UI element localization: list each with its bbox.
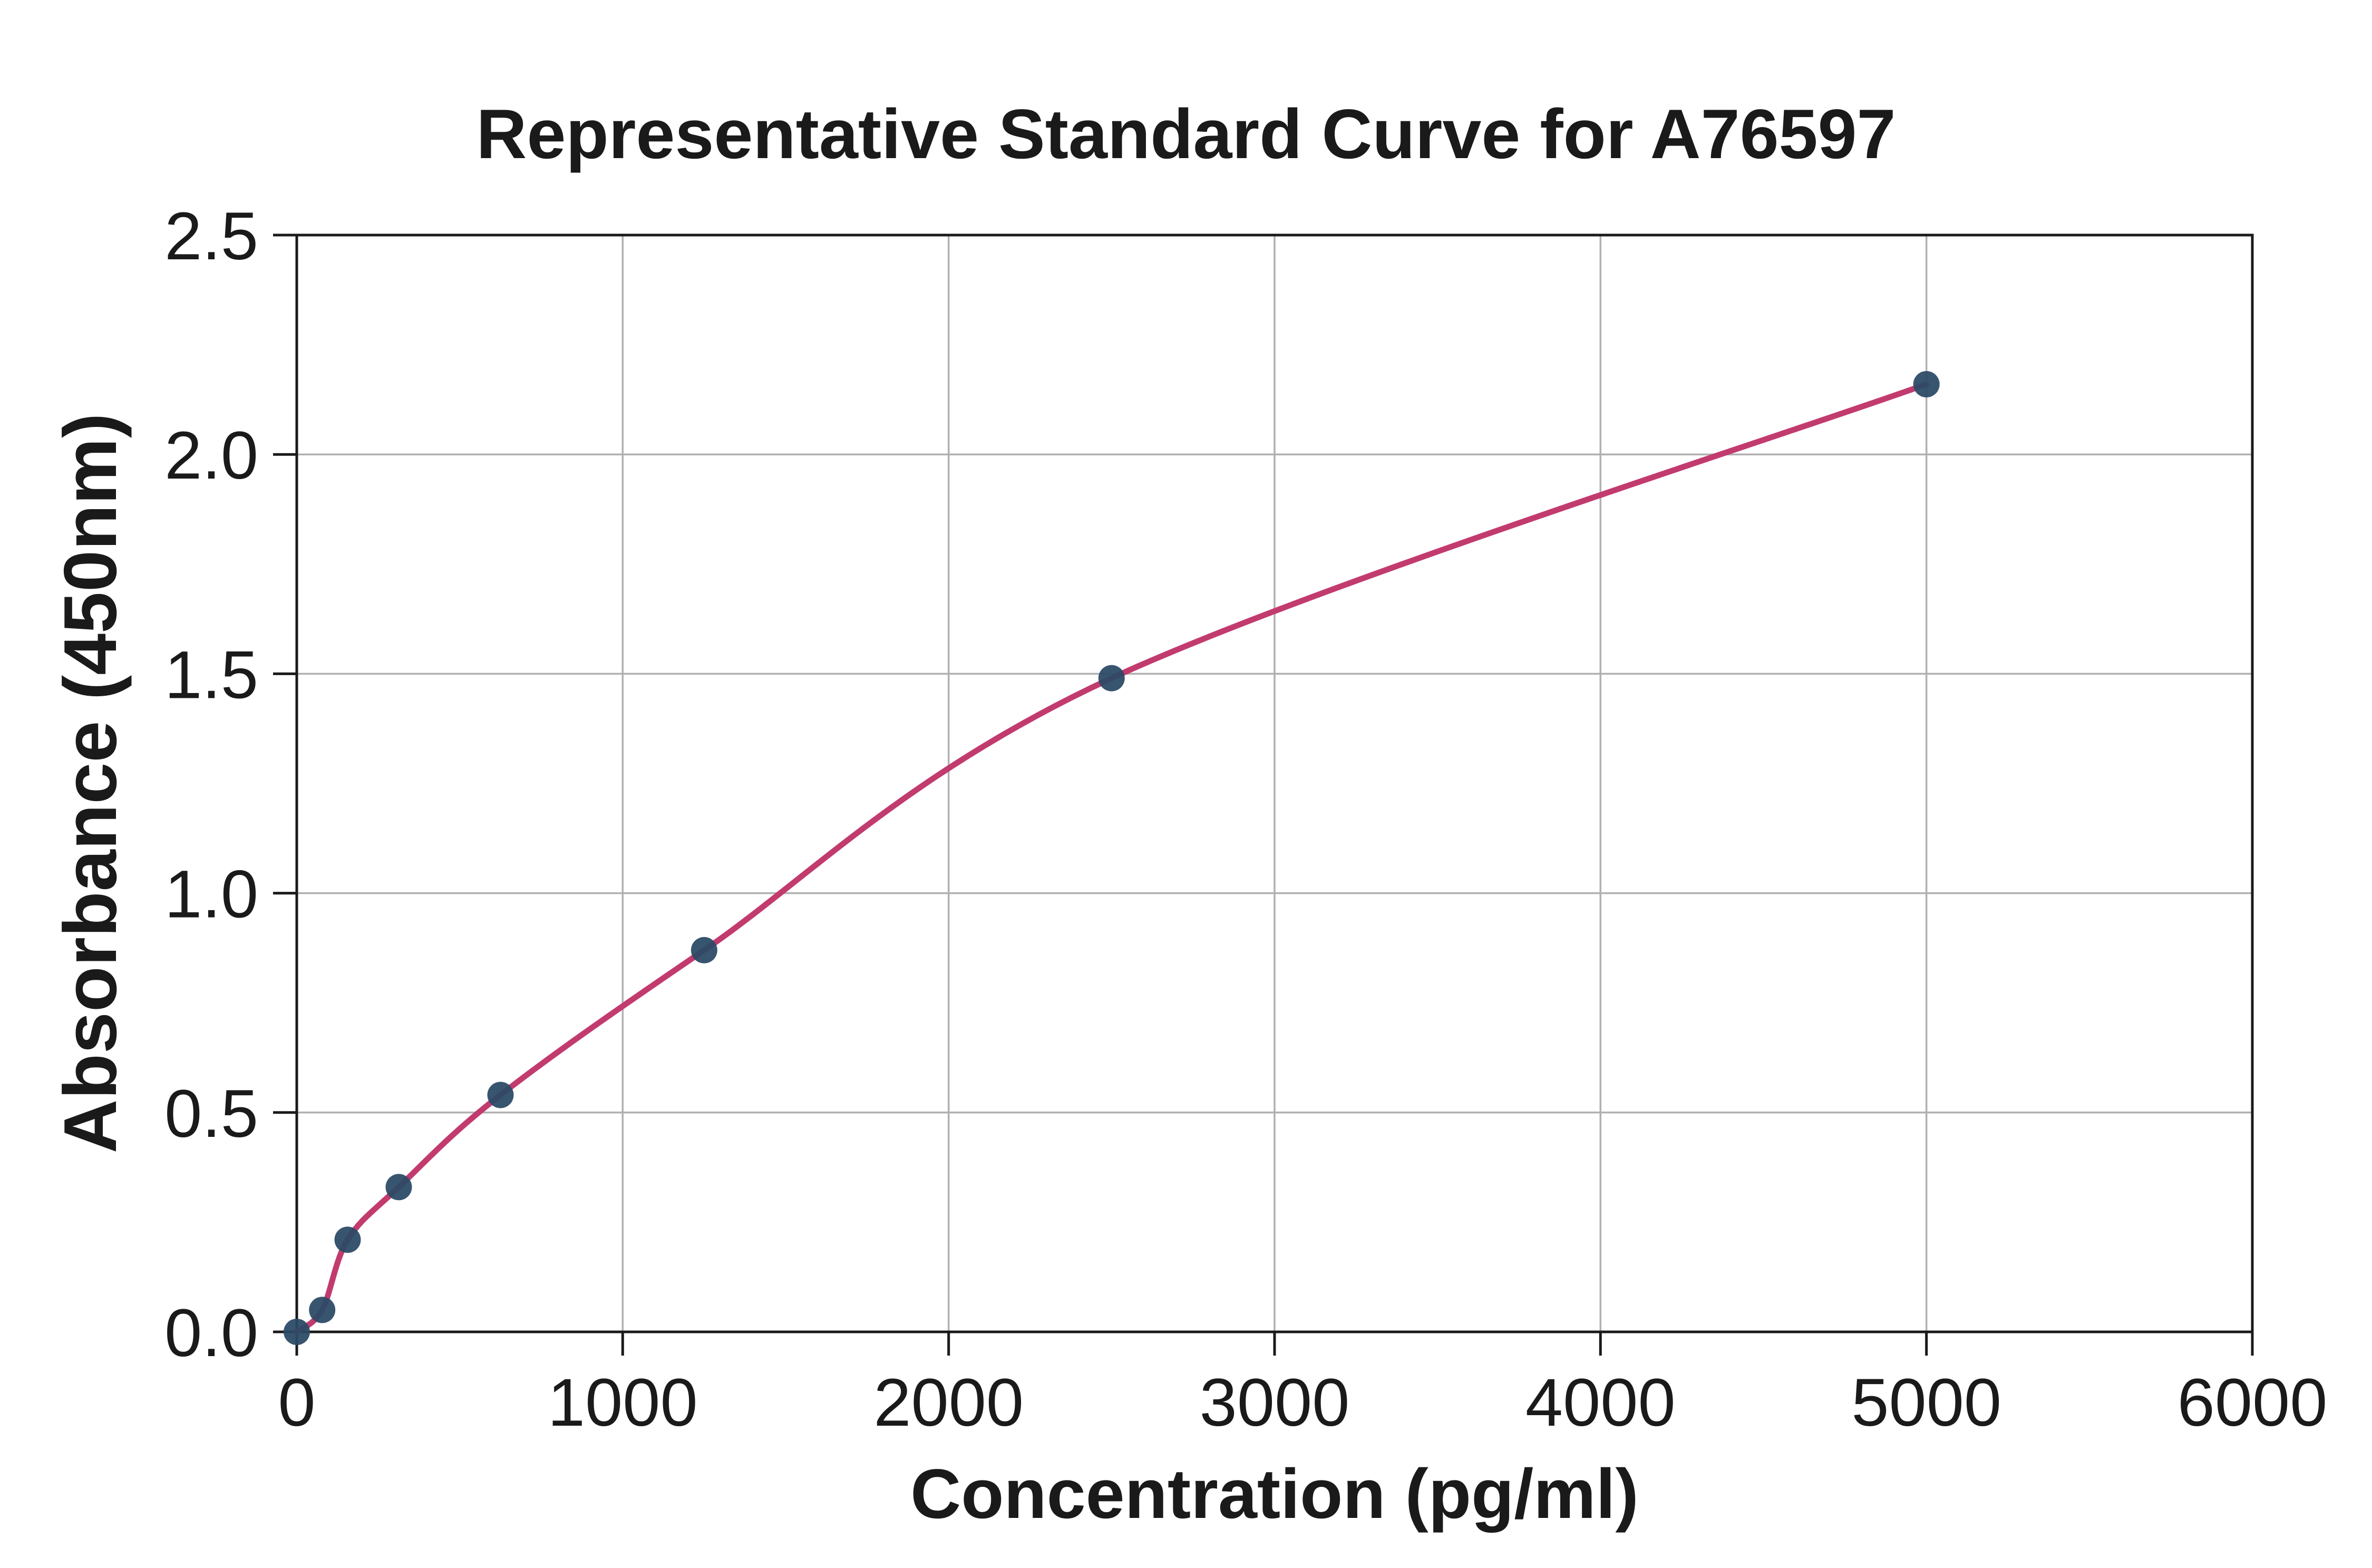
svg-text:1.5: 1.5 <box>164 637 258 713</box>
svg-text:6000: 6000 <box>2177 1365 2328 1440</box>
svg-text:2.0: 2.0 <box>164 418 258 493</box>
svg-text:0: 0 <box>278 1365 315 1440</box>
svg-text:Absorbance (450nm): Absorbance (450nm) <box>48 413 132 1154</box>
svg-text:1.0: 1.0 <box>164 857 258 932</box>
svg-text:3000: 3000 <box>1200 1365 1350 1440</box>
svg-text:Concentration (pg/ml): Concentration (pg/ml) <box>910 1455 1639 1533</box>
svg-text:2000: 2000 <box>873 1365 1024 1440</box>
svg-text:4000: 4000 <box>1525 1365 1676 1440</box>
svg-text:2.5: 2.5 <box>164 199 258 274</box>
svg-text:5000: 5000 <box>1851 1365 2001 1440</box>
svg-text:0.0: 0.0 <box>164 1296 258 1371</box>
svg-text:1000: 1000 <box>548 1365 698 1440</box>
svg-text:0.5: 0.5 <box>164 1076 258 1152</box>
svg-text:Representative Standard Curve: Representative Standard Curve for A76597 <box>476 95 1895 173</box>
